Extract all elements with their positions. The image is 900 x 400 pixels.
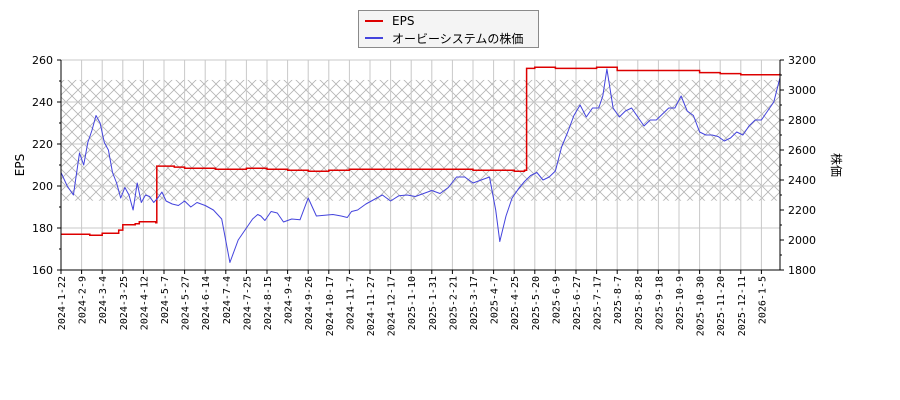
svg-text:2024-9-26: 2024-9-26 — [304, 276, 315, 330]
svg-text:2024-5-27: 2024-5-27 — [181, 276, 192, 330]
svg-text:200: 200 — [32, 180, 53, 193]
svg-text:2024-3-4: 2024-3-4 — [98, 276, 109, 324]
svg-text:2025-1-10: 2025-1-10 — [407, 276, 418, 330]
svg-text:2024-9-4: 2024-9-4 — [284, 276, 295, 324]
svg-text:2024-1-22: 2024-1-22 — [57, 276, 68, 330]
svg-text:2025-4-7: 2025-4-7 — [490, 276, 501, 324]
svg-text:1800: 1800 — [788, 264, 816, 277]
legend-label-eps: EPS — [392, 14, 415, 28]
svg-text:2024-2-9: 2024-2-9 — [78, 276, 89, 324]
right-axis-title: 株価 — [829, 153, 844, 177]
legend: EPS オービーシステムの株価 — [358, 10, 539, 48]
svg-text:2025-6-27: 2025-6-27 — [572, 276, 583, 330]
svg-text:2025-8-28: 2025-8-28 — [634, 276, 645, 330]
right-y-axis-ticks: 1800 2000 2200 2400 2600 2800 3000 3200 — [780, 54, 816, 277]
svg-text:240: 240 — [32, 96, 53, 109]
svg-text:2025-10-9: 2025-10-9 — [675, 276, 686, 330]
svg-text:2024-12-17: 2024-12-17 — [387, 276, 398, 336]
svg-text:2025-1-31: 2025-1-31 — [428, 276, 439, 330]
x-axis-ticks: 2024-1-22 2024-2-9 2024-3-4 2024-3-25 2024-4… — [57, 270, 768, 336]
svg-text:2024-6-14: 2024-6-14 — [201, 276, 212, 330]
svg-text:3000: 3000 — [788, 84, 816, 97]
svg-text:2025-8-7: 2025-8-7 — [613, 276, 624, 324]
svg-text:2025-12-11: 2025-12-11 — [737, 276, 748, 336]
svg-text:2025-4-25: 2025-4-25 — [510, 276, 521, 330]
svg-text:2025-10-30: 2025-10-30 — [696, 276, 707, 336]
left-y-axis-ticks: 160 180 200 220 240 260 — [32, 54, 61, 277]
svg-text:2024-11-7: 2024-11-7 — [345, 276, 356, 330]
svg-text:2000: 2000 — [788, 234, 816, 247]
svg-text:2025-3-17: 2025-3-17 — [469, 276, 480, 330]
stock-price-line — [60, 68, 781, 263]
legend-item-stock-price: オービーシステムの株価 — [365, 30, 523, 46]
svg-text:2024-7-4: 2024-7-4 — [222, 276, 233, 324]
hatched-range-band — [61, 79, 780, 201]
svg-text:2024-7-25: 2024-7-25 — [242, 276, 253, 330]
svg-text:2024-11-27: 2024-11-27 — [366, 276, 377, 336]
svg-text:2024-4-12: 2024-4-12 — [139, 276, 150, 330]
svg-text:2025-9-18: 2025-9-18 — [654, 276, 665, 330]
svg-text:180: 180 — [32, 222, 53, 235]
svg-text:2400: 2400 — [788, 174, 816, 187]
svg-text:2025-11-20: 2025-11-20 — [716, 276, 727, 336]
svg-text:260: 260 — [32, 54, 53, 67]
svg-text:2600: 2600 — [788, 144, 816, 157]
svg-text:2200: 2200 — [788, 204, 816, 217]
svg-text:2024-8-15: 2024-8-15 — [263, 276, 274, 330]
svg-text:2025-7-17: 2025-7-17 — [593, 276, 604, 330]
svg-text:2025-2-21: 2025-2-21 — [448, 276, 459, 330]
svg-text:2800: 2800 — [788, 114, 816, 127]
svg-text:2024-5-7: 2024-5-7 — [160, 276, 171, 324]
svg-text:2024-3-25: 2024-3-25 — [119, 276, 130, 330]
left-axis-title: EPS — [13, 154, 27, 176]
gridlines — [60, 59, 780, 271]
svg-text:3200: 3200 — [788, 54, 816, 67]
svg-text:160: 160 — [32, 264, 53, 277]
svg-text:2026-1-5: 2026-1-5 — [757, 276, 768, 324]
svg-text:220: 220 — [32, 138, 53, 151]
legend-item-eps: EPS — [365, 13, 414, 29]
svg-text:2024-10-17: 2024-10-17 — [325, 276, 336, 336]
svg-text:2025-5-20: 2025-5-20 — [531, 276, 542, 330]
legend-swatch-stock-price — [365, 37, 383, 39]
legend-swatch-eps — [365, 20, 383, 22]
legend-label-stock-price: オービーシステムの株価 — [392, 31, 524, 46]
eps-line — [61, 66, 781, 237]
svg-text:2025-6-9: 2025-6-9 — [551, 276, 562, 324]
